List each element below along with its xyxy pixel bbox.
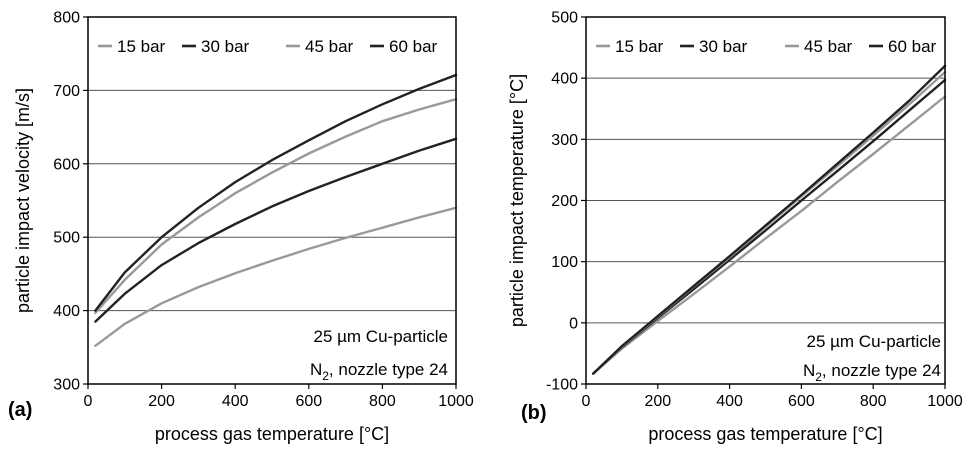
x-tick-label: 1000	[438, 393, 474, 410]
annotation-line-1: 25 µm Cu-particle	[806, 332, 941, 351]
annotation-nozzle: , nozzle type 24	[822, 361, 941, 380]
annotation-subscript: 2	[322, 369, 329, 383]
x-tick-label: 0	[582, 393, 591, 410]
annotation-line-2: N2, nozzle type 24	[310, 360, 448, 383]
y-tick-label: 400	[551, 71, 578, 88]
y-tick-label: 400	[53, 303, 80, 320]
legend-label: 45 bar	[305, 37, 354, 56]
legend-label: 30 bar	[699, 37, 748, 56]
y-tick-label: 600	[53, 156, 80, 173]
y-axis-label: particle impact velocity [m/s]	[13, 88, 33, 313]
x-tick-label: 800	[369, 393, 396, 410]
x-axis-label: process gas temperature [°C]	[155, 424, 389, 444]
x-tick-label: 200	[644, 393, 671, 410]
legend-label: 60 bar	[389, 37, 438, 56]
annotation-subscript: 2	[815, 370, 822, 384]
panel-label: (b)	[521, 402, 547, 424]
plot-frame	[87, 16, 457, 385]
legend-label: 15 bar	[117, 37, 166, 56]
legend-label: 60 bar	[888, 37, 937, 56]
panel-label: (a)	[8, 399, 32, 421]
legend-label: 45 bar	[804, 37, 853, 56]
legend-label: 15 bar	[615, 37, 664, 56]
series-line-30-bar	[94, 137, 458, 323]
y-tick-label: 300	[53, 377, 80, 394]
y-axis-label: particle impact temperature [°C]	[507, 74, 527, 327]
x-tick-label: 800	[860, 393, 887, 410]
y-tick-label: 200	[551, 193, 578, 210]
chart-panel-1: 300 400 500 600 700 800 0 200 400 600 800 1000 proce…	[8, 10, 474, 445]
annotation-gas: N	[803, 361, 815, 380]
x-axis-label: process gas temperature [°C]	[648, 424, 882, 444]
y-tick-label: -100	[546, 377, 578, 394]
x-tick-label: 600	[295, 393, 322, 410]
x-tick-label: 400	[222, 393, 249, 410]
series-line-15-bar	[94, 206, 458, 347]
x-tick-label: 0	[84, 393, 93, 410]
series-line-60-bar	[94, 73, 458, 312]
legend-label: 30 bar	[201, 37, 250, 56]
annotation-nozzle: , nozzle type 24	[329, 360, 448, 379]
annotation-line-1: 25 µm Cu-particle	[313, 327, 448, 346]
y-tick-label: 0	[569, 315, 578, 332]
y-tick-label: 500	[551, 10, 578, 27]
annotation-line-2: N2, nozzle type 24	[803, 361, 941, 384]
x-tick-label: 1000	[927, 393, 963, 410]
y-tick-label: 100	[551, 254, 578, 271]
x-tick-label: 600	[788, 393, 815, 410]
y-tick-label: 300	[551, 132, 578, 149]
series-line-60-bar	[592, 64, 947, 375]
x-tick-label: 400	[716, 393, 743, 410]
x-tick-label: 200	[148, 393, 175, 410]
annotation-gas: N	[310, 360, 322, 379]
y-tick-label: 500	[53, 230, 80, 247]
y-tick-label: 800	[53, 10, 80, 27]
series-line-45-bar	[94, 97, 458, 314]
y-tick-label: 700	[53, 83, 80, 100]
series-line-15-bar	[592, 95, 947, 375]
